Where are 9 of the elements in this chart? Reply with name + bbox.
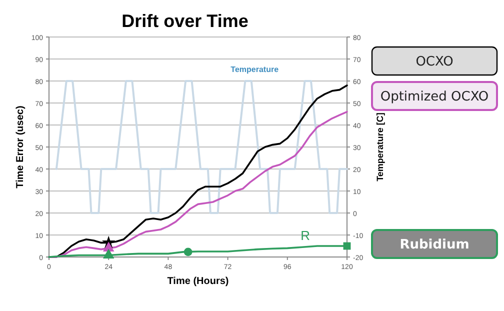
text: Rubidium (400, 238, 470, 252)
text: OCXO (416, 54, 454, 70)
x-axis-title: Time (Hours) (167, 276, 229, 287)
y-axis-title: Time Error (usec) (15, 106, 26, 188)
series-label: Temperature (230, 65, 280, 74)
annotation: R (300, 228, 310, 243)
chart-title: Drift over Time (122, 11, 248, 31)
text: Optimized OCXO (380, 90, 489, 104)
y2-axis-title: Temperature [C] (375, 112, 385, 182)
